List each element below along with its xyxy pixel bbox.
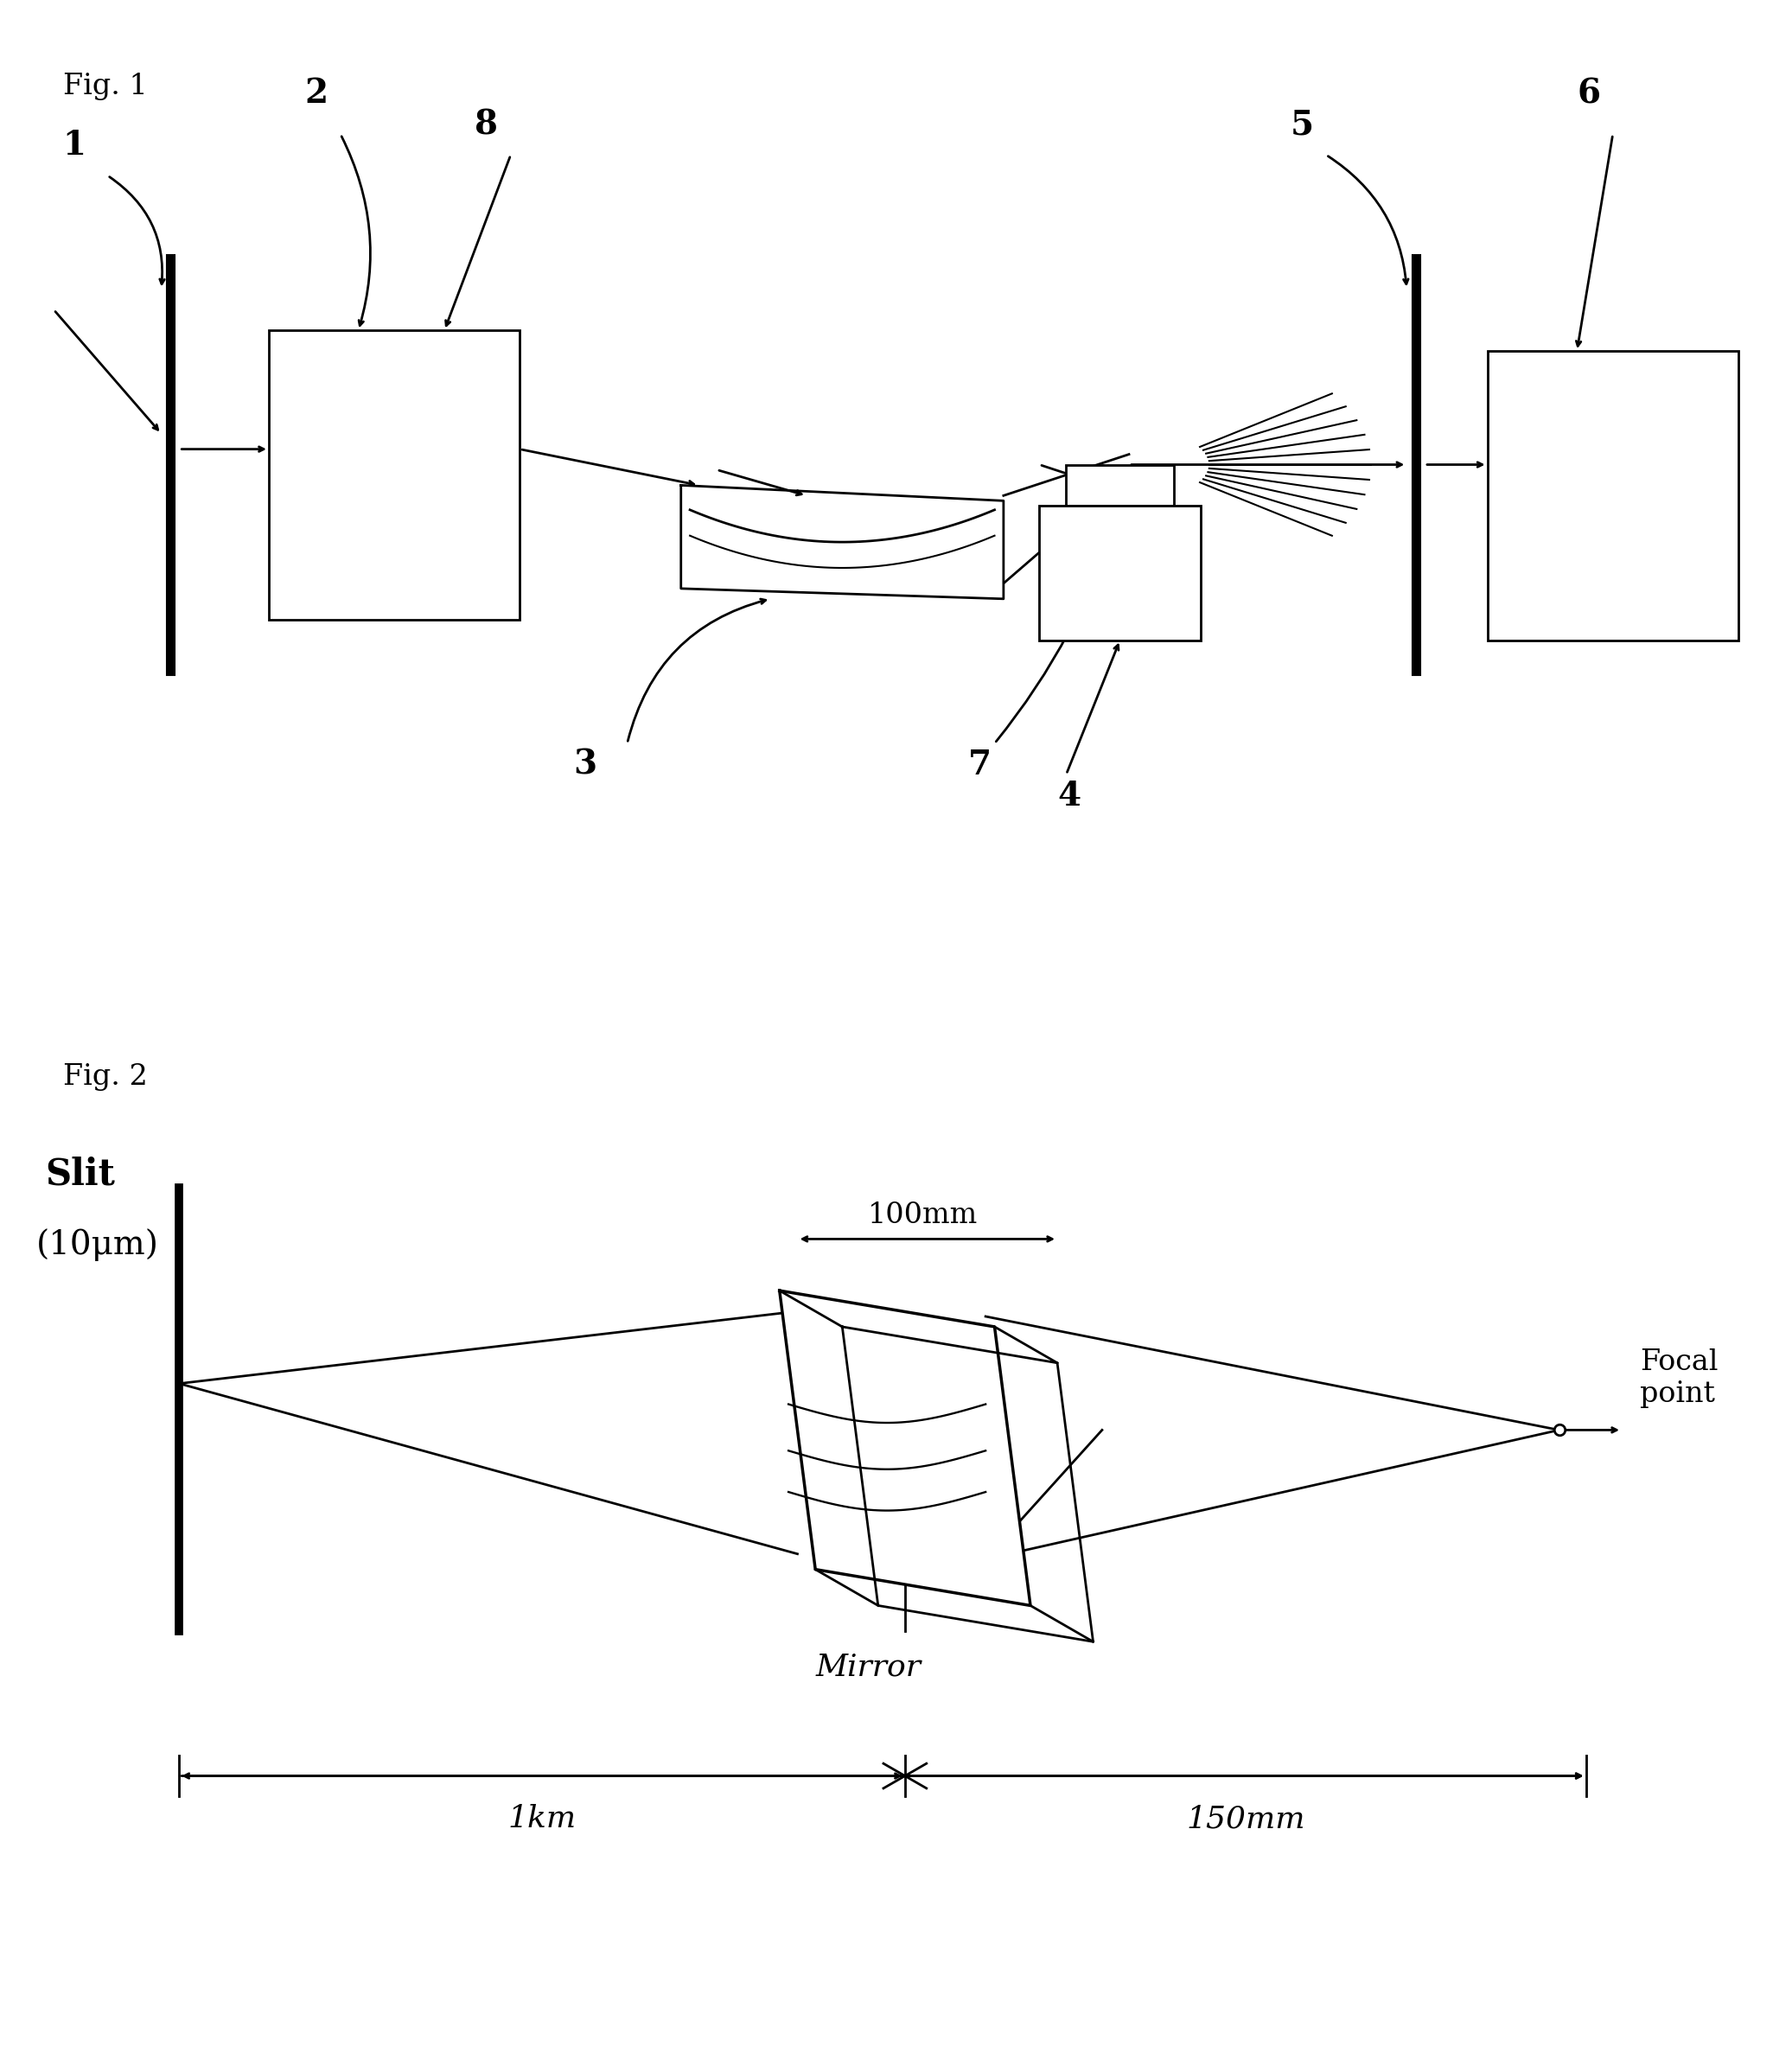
Bar (1066, 465, 1174, 506)
Text: 100mm: 100mm (867, 1202, 978, 1229)
Text: 2: 2 (305, 76, 328, 109)
Text: Slit: Slit (45, 1156, 115, 1194)
Text: 1: 1 (63, 128, 86, 161)
Text: 3: 3 (573, 748, 597, 781)
Polygon shape (780, 1291, 1030, 1607)
Text: (10μm): (10μm) (36, 1229, 158, 1262)
Text: 5: 5 (1290, 107, 1314, 140)
Bar (1039, 506, 1201, 640)
Bar (1487, 351, 1738, 640)
Text: 7: 7 (968, 748, 991, 781)
Text: Mirror: Mirror (815, 1652, 921, 1681)
Text: Fig. 2: Fig. 2 (63, 1063, 147, 1090)
Text: 1km: 1km (507, 1805, 577, 1834)
Text: Focal
point: Focal point (1640, 1348, 1719, 1408)
Text: 6: 6 (1577, 76, 1600, 109)
Text: 4: 4 (1057, 779, 1081, 812)
Text: 8: 8 (475, 107, 498, 140)
Polygon shape (681, 485, 1004, 599)
Bar (269, 330, 520, 620)
Text: Fig. 1: Fig. 1 (63, 72, 147, 99)
Text: 150mm: 150mm (1186, 1805, 1305, 1834)
Polygon shape (842, 1326, 1093, 1642)
